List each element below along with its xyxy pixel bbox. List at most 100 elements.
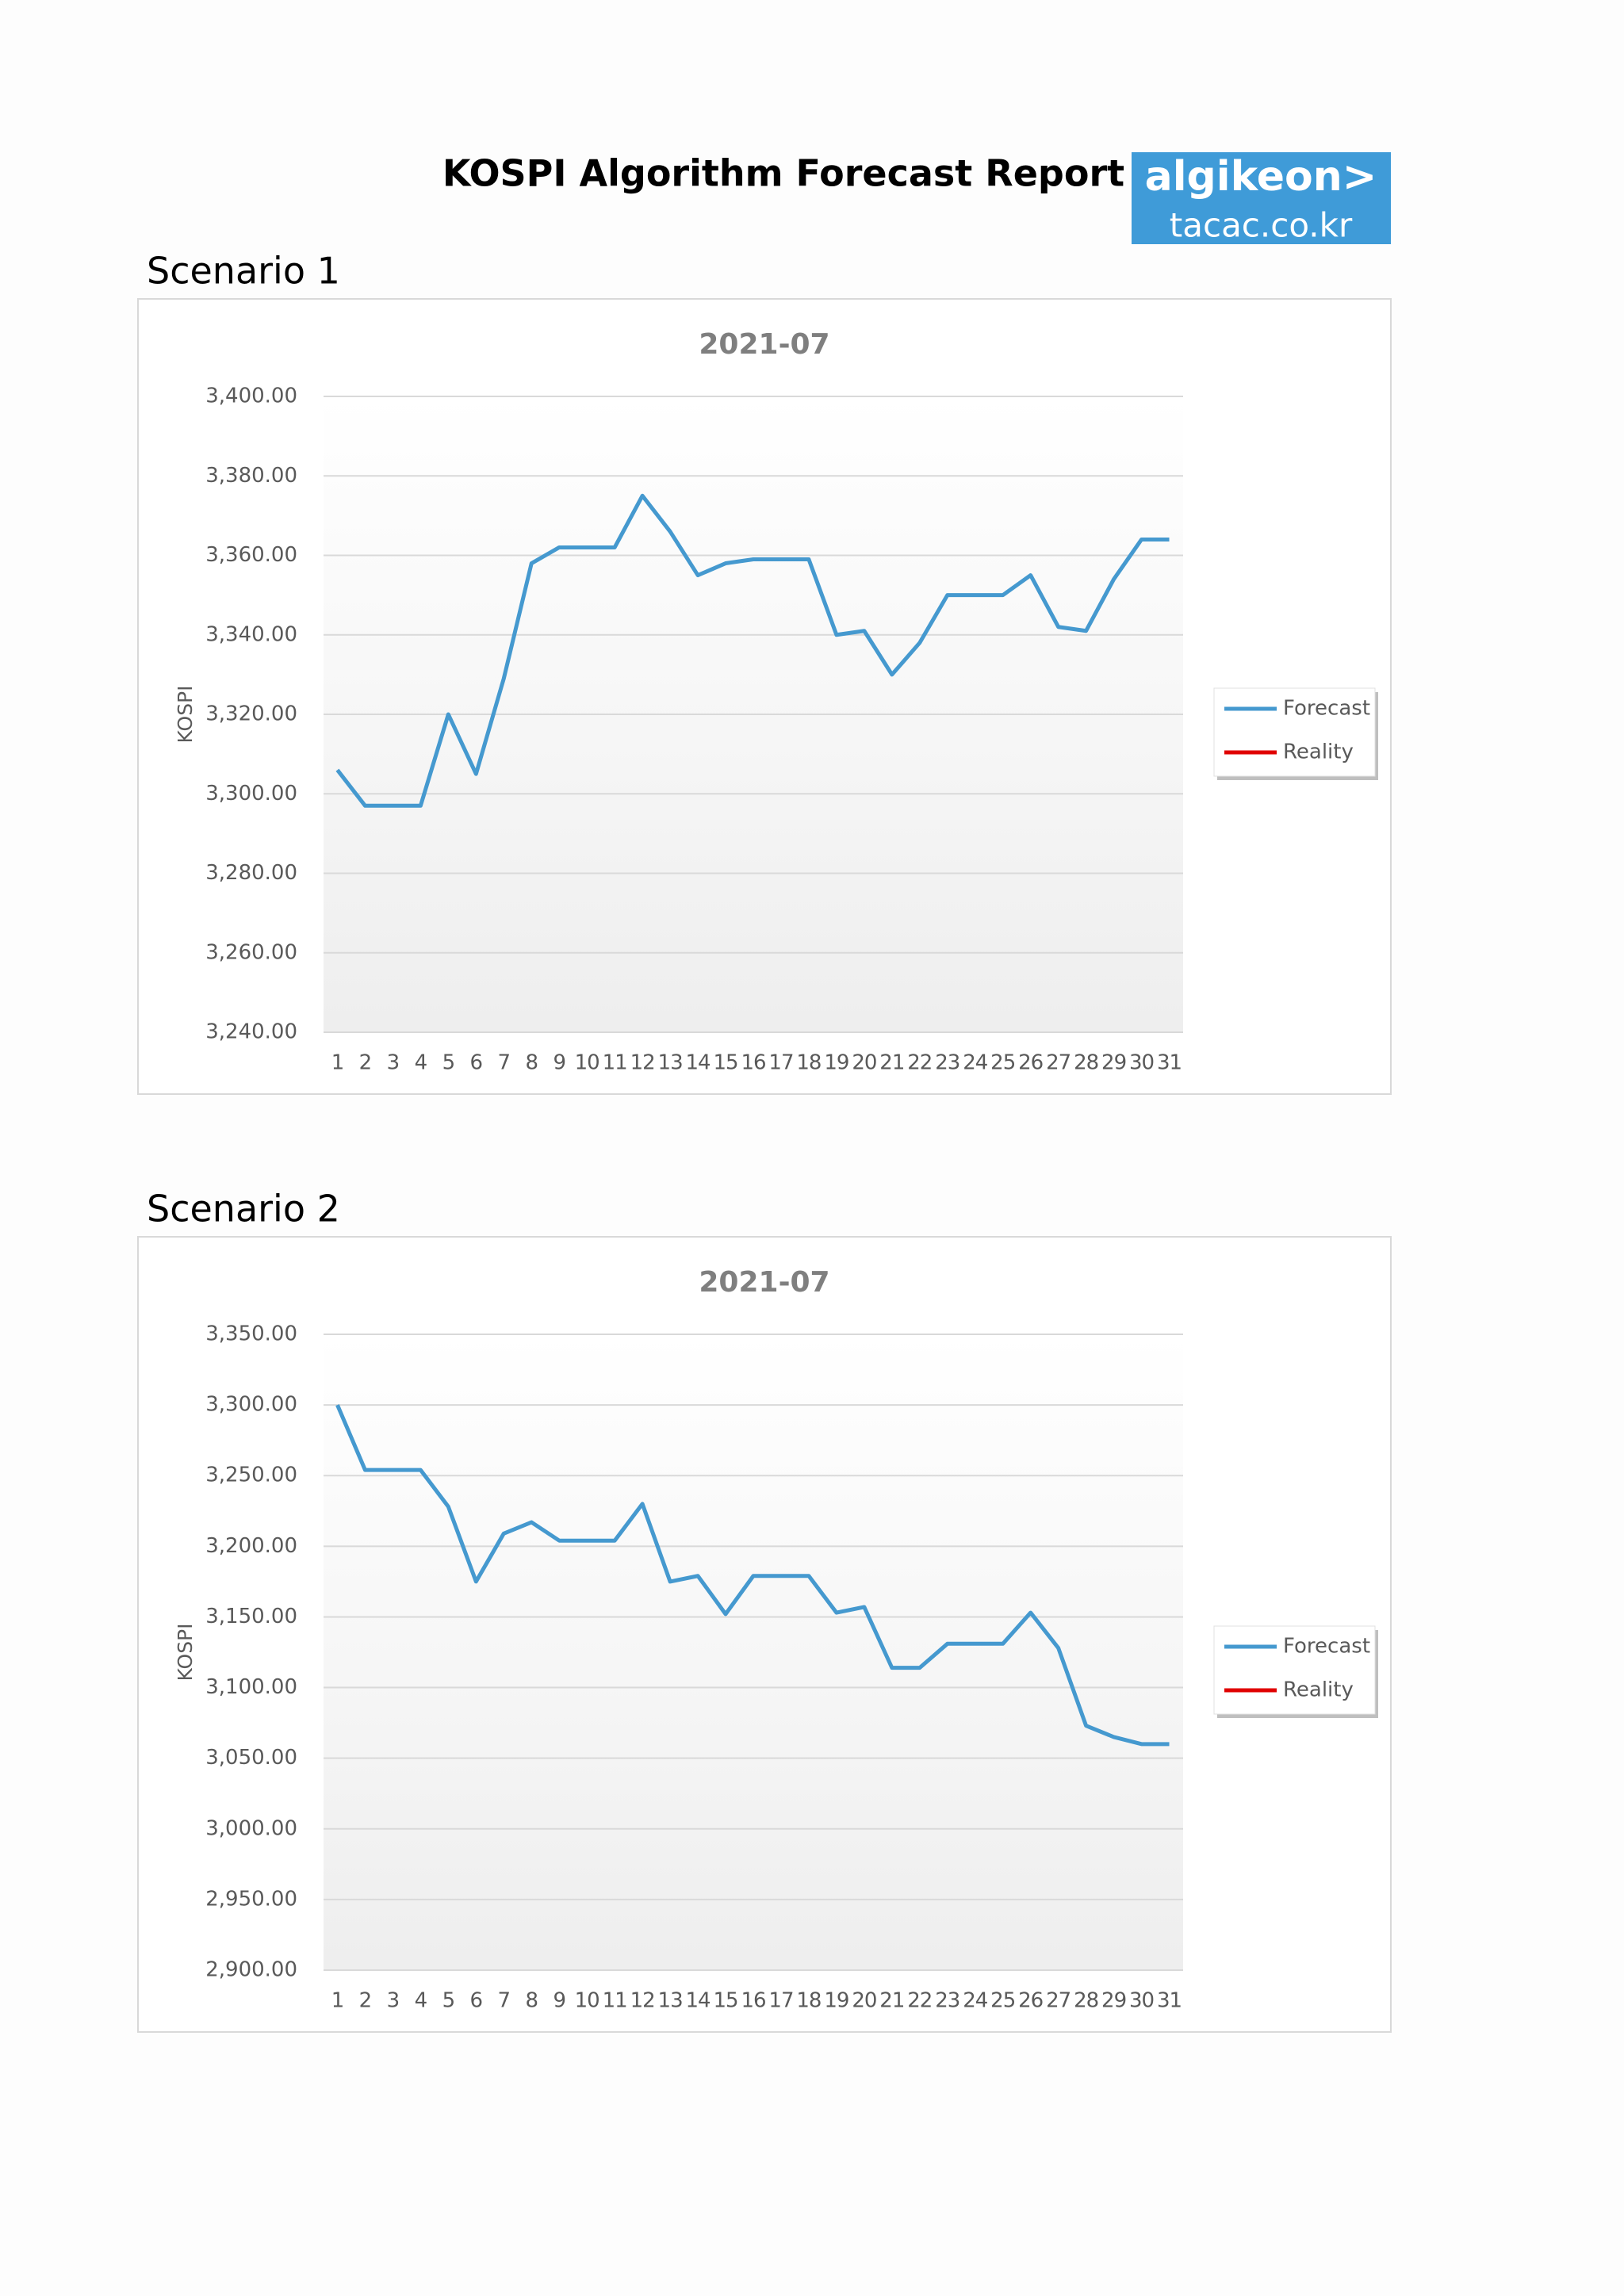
x-tick-label: 22: [907, 1051, 932, 1075]
legend-label: Forecast: [1283, 697, 1370, 721]
legend-box: [1213, 687, 1376, 777]
x-tick-label: 4: [415, 1051, 427, 1075]
report-title: KOSPI Algorithm Forecast Report: [442, 152, 1124, 195]
y-tick-label: 3,300.00: [205, 782, 297, 806]
x-tick-label: 8: [525, 1989, 538, 2013]
x-tick-label: 2: [359, 1051, 372, 1075]
x-tick-label: 19: [824, 1989, 848, 2013]
x-tick-label: 13: [658, 1989, 683, 2013]
x-tick-label: 10: [575, 1989, 599, 2013]
y-tick-label: 3,000.00: [205, 1816, 297, 1840]
x-tick-label: 16: [741, 1051, 765, 1075]
logo-box: [1132, 152, 1391, 244]
series-line: [335, 1404, 1170, 1747]
x-tick-label: 20: [852, 1051, 876, 1075]
y-tick-label: 3,050.00: [205, 1746, 297, 1770]
chart-heading: Scenario 2: [147, 1188, 340, 1230]
x-tick-label: 31: [1157, 1989, 1182, 2013]
x-tick-label: 16: [741, 1989, 765, 2013]
y-tick-label: 3,320.00: [205, 702, 297, 726]
x-tick-label: 7: [498, 1989, 511, 2013]
x-tick-label: 7: [498, 1051, 511, 1075]
x-tick-label: 17: [768, 1989, 793, 2013]
x-tick-label: 26: [1018, 1051, 1043, 1075]
x-tick-label: 12: [630, 1051, 655, 1075]
y-tick-label: 3,100.00: [205, 1675, 297, 1699]
y-tick-label: 3,260.00: [205, 940, 297, 964]
x-tick-label: 12: [630, 1989, 655, 2013]
y-tick-label: 2,950.00: [205, 1887, 297, 1911]
x-tick-label: 14: [686, 1051, 711, 1075]
x-tick-label: 9: [553, 1051, 565, 1075]
x-tick-label: 11: [603, 1051, 627, 1075]
x-tick-label: 30: [1129, 1051, 1154, 1075]
x-tick-label: 15: [713, 1989, 737, 2013]
x-tick-label: 1: [331, 1051, 344, 1075]
legend-box: [1213, 1625, 1376, 1715]
logo-site: tacac.co.kr: [1170, 206, 1353, 245]
y-tick-label: 3,250.00: [205, 1464, 297, 1487]
x-tick-label: 25: [990, 1989, 1015, 2013]
y-tick-label: 3,280.00: [205, 861, 297, 885]
x-tick-label: 24: [963, 1989, 988, 2013]
y-tick-label: 3,380.00: [205, 464, 297, 488]
legend-label: Reality: [1283, 1678, 1354, 1702]
x-tick-label: 20: [852, 1989, 876, 2013]
y-tick-label: 3,150.00: [205, 1605, 297, 1628]
x-tick-label: 10: [575, 1051, 599, 1075]
plot-area: [324, 1334, 1183, 1970]
x-tick-label: 11: [603, 1989, 627, 2013]
x-tick-label: 28: [1074, 1989, 1098, 2013]
x-tick-label: 27: [1046, 1051, 1071, 1075]
x-tick-label: 5: [442, 1989, 455, 2013]
chart-heading: Scenario 1: [147, 250, 340, 293]
x-tick-label: 28: [1074, 1051, 1098, 1075]
x-tick-label: 8: [525, 1051, 538, 1075]
x-tick-label: 22: [907, 1989, 932, 2013]
x-tick-label: 25: [990, 1051, 1015, 1075]
x-tick-label: 29: [1101, 1989, 1126, 2013]
x-tick-label: 14: [686, 1989, 711, 2013]
x-tick-label: 3: [387, 1989, 400, 2013]
chart-title: 2021-07: [699, 1266, 829, 1299]
y-tick-label: 3,200.00: [205, 1534, 297, 1558]
series-line: [335, 493, 1170, 808]
x-tick-label: 1: [331, 1989, 344, 2013]
x-tick-label: 15: [713, 1051, 737, 1075]
x-tick-label: 5: [442, 1051, 455, 1075]
logo-brand: algikeon>: [1145, 153, 1377, 201]
y-tick-label: 3,340.00: [205, 622, 297, 646]
x-tick-label: 21: [879, 1989, 904, 2013]
x-tick-label: 31: [1157, 1051, 1182, 1075]
x-tick-label: 13: [658, 1051, 683, 1075]
x-tick-label: 26: [1018, 1989, 1043, 2013]
x-tick-label: 4: [415, 1989, 427, 2013]
x-tick-label: 27: [1046, 1989, 1071, 2013]
x-tick-label: 29: [1101, 1051, 1126, 1075]
x-tick-label: 3: [387, 1051, 400, 1075]
y-tick-label: 2,900.00: [205, 1958, 297, 1982]
x-tick-label: 6: [470, 1051, 483, 1075]
x-tick-label: 23: [935, 1051, 959, 1075]
y-tick-label: 3,360.00: [205, 543, 297, 567]
x-tick-label: 17: [768, 1051, 793, 1075]
x-tick-label: 6: [470, 1989, 483, 2013]
legend-label: Reality: [1283, 740, 1354, 764]
x-tick-label: 2: [359, 1989, 372, 2013]
y-axis-label: KOSPI: [174, 685, 197, 743]
legend-label: Forecast: [1283, 1635, 1370, 1659]
x-tick-label: 18: [796, 1051, 821, 1075]
x-tick-label: 21: [879, 1051, 904, 1075]
y-axis-label: KOSPI: [174, 1623, 197, 1681]
x-tick-label: 24: [963, 1051, 988, 1075]
y-tick-label: 3,240.00: [205, 1020, 297, 1044]
x-tick-label: 30: [1129, 1989, 1154, 2013]
x-tick-label: 23: [935, 1989, 959, 2013]
x-tick-label: 19: [824, 1051, 848, 1075]
y-tick-label: 3,400.00: [205, 385, 297, 408]
y-tick-label: 3,350.00: [205, 1322, 297, 1346]
x-tick-label: 18: [796, 1989, 821, 2013]
y-tick-label: 3,300.00: [205, 1393, 297, 1417]
